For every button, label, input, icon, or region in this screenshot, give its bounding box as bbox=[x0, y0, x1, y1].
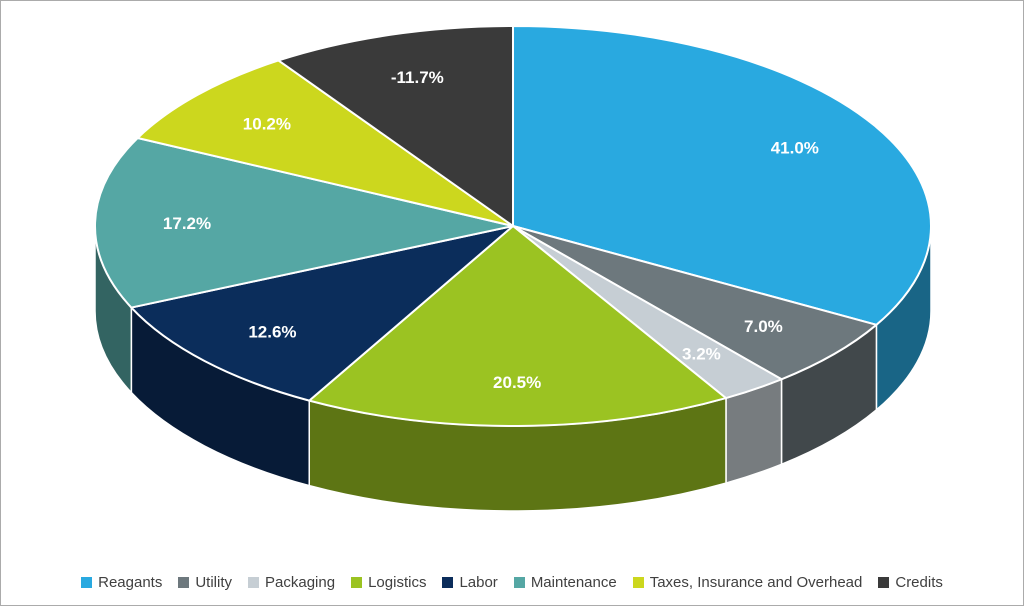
pie-slice-taxes-insurance-and-overhead[interactable] bbox=[136, 59, 514, 227]
legend-marker-logistics bbox=[351, 577, 363, 588]
legend-item-packaging[interactable]: Packaging bbox=[248, 574, 335, 591]
pie-slice-label-credits: -11.7% bbox=[391, 68, 444, 87]
legend-item-utility[interactable]: Utility bbox=[178, 574, 232, 591]
legend-item-taxes-insurance-and-overhead[interactable]: Taxes, Insurance and Overhead bbox=[632, 574, 863, 591]
pie-slice-label-reagants: 41.0% bbox=[771, 139, 819, 158]
legend-label-maintenance: Maintenance bbox=[530, 574, 617, 591]
legend-marker-taxes-insurance-and-overhead bbox=[632, 577, 644, 588]
pie-chart-plot-area: 41.0% 7.0% 3.2% 20.5% 12.6% 17.2% 10.2% -11.7% bbox=[1, 1, 1023, 546]
pie-slice-label-labor: 12.6% bbox=[248, 322, 296, 341]
legend-item-credits[interactable]: Credits bbox=[878, 574, 943, 591]
pie-slice-reagants[interactable] bbox=[512, 25, 932, 326]
pie-slice-label-packaging: 3.2% bbox=[682, 344, 721, 363]
legend-item-maintenance[interactable]: Maintenance bbox=[513, 574, 617, 591]
pie-slice-label-taxes-insurance-and-overhead: 10.2% bbox=[243, 115, 291, 134]
pie-slice-maintenance[interactable] bbox=[94, 136, 514, 309]
legend-item-labor[interactable]: Labor bbox=[442, 574, 498, 591]
pie-slice-utility[interactable] bbox=[512, 225, 878, 381]
legend-marker-packaging bbox=[248, 577, 260, 588]
legend-marker-reagants bbox=[81, 577, 93, 588]
pie-slice-logistics[interactable] bbox=[308, 225, 727, 427]
legend-label-labor: Labor bbox=[459, 574, 498, 591]
legend-item-reagants[interactable]: Reagants bbox=[81, 574, 162, 591]
legend-marker-maintenance bbox=[513, 577, 525, 588]
pie-slice-label-utility: 7.0% bbox=[744, 317, 783, 336]
pie-slice-labor[interactable] bbox=[130, 225, 514, 402]
legend-marker-utility bbox=[178, 577, 190, 588]
chart-legend: Reagants Utility Packaging Logistics Labor Ma… bbox=[1, 574, 1023, 591]
pie-slice-label-maintenance: 17.2% bbox=[163, 214, 211, 233]
legend-label-reagants: Reagants bbox=[98, 574, 163, 591]
legend-marker-credits bbox=[878, 577, 890, 588]
legend-item-logistics[interactable]: Logistics bbox=[351, 574, 426, 591]
legend-label-packaging: Packaging bbox=[265, 574, 336, 591]
pie-chart: 41.0% 7.0% 3.2% 20.5% 12.6% 17.2% 10.2% -11.7% bbox=[94, 25, 932, 512]
legend-label-taxes-insurance-and-overhead: Taxes, Insurance and Overhead bbox=[649, 574, 863, 591]
legend-marker-labor bbox=[442, 577, 454, 588]
legend-label-logistics: Logistics bbox=[368, 574, 427, 591]
pie-slice-credits[interactable] bbox=[277, 25, 514, 227]
pie-slice-label-logistics: 20.5% bbox=[493, 373, 541, 392]
legend-label-utility: Utility bbox=[195, 574, 233, 591]
legend-label-credits: Credits bbox=[895, 574, 943, 591]
